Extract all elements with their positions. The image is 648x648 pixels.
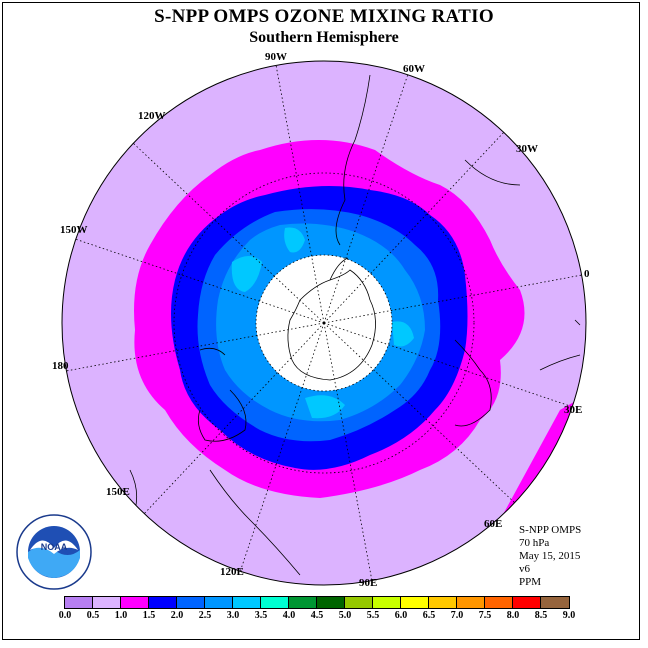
colorbar-tick-label: 7.0: [450, 610, 464, 621]
colorbar-segment: [457, 597, 485, 608]
coastlines: [129, 74, 581, 576]
colorbar-segment: [65, 597, 93, 608]
info-version: v6: [519, 563, 530, 575]
map-boundary: [61, 60, 587, 586]
colorbar: [64, 596, 570, 609]
info-date: May 15, 2015: [519, 550, 581, 562]
colorbar-tick-label: 5.5: [366, 610, 380, 621]
colorbar-segment: [401, 597, 429, 608]
colorbar-tick-label: 0.0: [58, 610, 72, 621]
colorbar-segment: [121, 597, 149, 608]
colorbar-segment: [317, 597, 345, 608]
colorbar-segment: [93, 597, 121, 608]
colorbar-segment: [513, 597, 541, 608]
chart-title: S-NPP OMPS OZONE MIXING RATIO: [154, 6, 494, 27]
lon-label-30w: 30W: [516, 143, 538, 155]
colorbar-tick-label: 1.5: [142, 610, 156, 621]
lon-label-120e: 120E: [220, 566, 244, 578]
lon-label-150w: 150W: [60, 224, 88, 236]
colorbar-tick-label: 5.0: [338, 610, 352, 621]
colorbar-tick-label: 8.5: [534, 610, 548, 621]
ozone-band-3.0-3.5-west: [231, 256, 262, 292]
colorbar-tick-label: 4.5: [310, 610, 324, 621]
colorbar-tick-label: 3.0: [226, 610, 240, 621]
colorbar-tick-label: 1.0: [114, 610, 128, 621]
colorbar-ticks: 0.0 0.5 1.0 1.5 2.0 2.5 3.0 3.5 4.0 4.5 5.0 5.5 6.0 6…: [0, 610, 648, 624]
ozone-band-3.0-3.5-east: [392, 321, 414, 347]
lon-label-150e: 150E: [106, 486, 130, 498]
ozone-band-3.0-3.5-north: [284, 227, 305, 253]
lon-label-60e: 60E: [484, 518, 503, 530]
colorbar-segment: [541, 597, 569, 608]
colorbar-segment: [345, 597, 373, 608]
info-instrument: S-NPP OMPS: [519, 524, 582, 536]
lon-label-120w: 120W: [138, 110, 166, 122]
lon-label-90w: 90W: [265, 51, 287, 63]
info-units: PPM: [519, 576, 542, 588]
colorbar-tick-label: 4.0: [282, 610, 296, 621]
colorbar-tick-label: 2.0: [170, 610, 184, 621]
figure-frame: [2, 2, 640, 640]
colorbar-tick-label: 3.5: [254, 610, 268, 621]
lon-label-180: 180: [52, 360, 69, 372]
colorbar-tick-label: 7.5: [478, 610, 492, 621]
colorbar-segment: [149, 597, 177, 608]
colorbar-segment: [289, 597, 317, 608]
svg-text:NOAA: NOAA: [41, 542, 68, 552]
colorbar-segment: [373, 597, 401, 608]
info-level: 70 hPa: [519, 537, 550, 549]
colorbar-tick-label: 9.0: [562, 610, 576, 621]
colorbar-segment: [233, 597, 261, 608]
lon-label-30e: 30E: [564, 404, 583, 416]
colorbar-segment: [429, 597, 457, 608]
colorbar-segment: [177, 597, 205, 608]
colorbar-tick-label: 2.5: [198, 610, 212, 621]
colorbar-tick-label: 6.5: [422, 610, 436, 621]
colorbar-tick-label: 0.5: [86, 610, 100, 621]
info-block: S-NPP OMPS 70 hPa May 15, 2015 v6 PPM: [519, 524, 581, 589]
lon-label-90e: 90E: [359, 577, 378, 589]
colorbar-segment: [261, 597, 289, 608]
noaa-logo: NOAA: [16, 514, 92, 590]
chart-subtitle: Southern Hemisphere: [249, 29, 399, 46]
colorbar-tick-label: 8.0: [506, 610, 520, 621]
lon-label-0: 0: [584, 268, 590, 280]
ozone-band-3.0-3.5-south: [305, 395, 345, 419]
colorbar-segment: [485, 597, 513, 608]
colorbar-tick-label: 6.0: [394, 610, 408, 621]
colorbar-segment: [205, 597, 233, 608]
south-pole-marker: [322, 321, 326, 325]
graticule: [65, 64, 583, 582]
lon-label-60w: 60W: [403, 63, 425, 75]
